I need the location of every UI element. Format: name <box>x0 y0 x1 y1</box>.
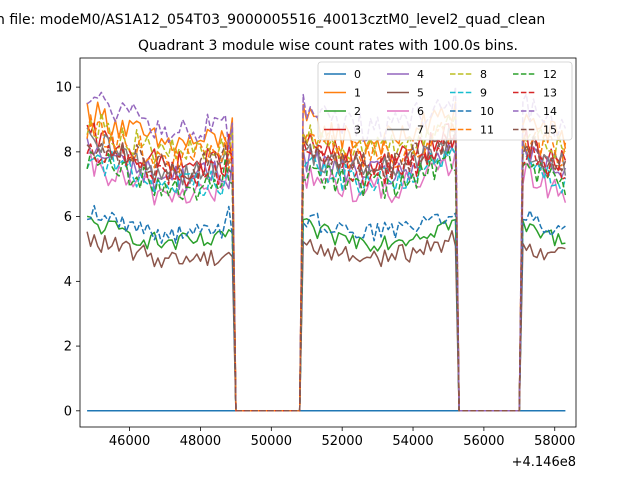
legend-entry-label: 8 <box>480 68 487 81</box>
x-tick-label: 52000 <box>321 434 362 449</box>
y-tick-label: 10 <box>55 81 72 96</box>
y-tick-label: 6 <box>64 210 72 225</box>
y-tick-label: 4 <box>64 275 72 290</box>
legend-entry-label: 5 <box>417 87 424 100</box>
y-tick-label: 2 <box>64 340 72 355</box>
legend-entry-label: 9 <box>480 87 487 100</box>
x-tick-label: 46000 <box>109 434 150 449</box>
legend-frame <box>317 61 573 141</box>
x-tick-label: 56000 <box>463 434 504 449</box>
legend-entry-label: 1 <box>354 87 361 100</box>
y-tick-label: 8 <box>64 145 72 160</box>
x-tick-label: 58000 <box>534 434 575 449</box>
legend-entry-label: 13 <box>543 87 557 100</box>
legend-entry-label: 15 <box>543 124 557 137</box>
x-tick-label: 48000 <box>180 434 221 449</box>
y-axis: 0 2 4 6 8 10 <box>55 81 80 419</box>
chart-title: Quadrant 3 module wise count rates with … <box>138 38 518 54</box>
plot-area: 46000 48000 50000 52000 54000 56000 58000 0246… <box>55 57 577 470</box>
legend-entry-label: 0 <box>354 68 361 81</box>
legend-entry-label: 14 <box>543 105 557 118</box>
legend-entry-label: 7 <box>417 124 424 137</box>
legend-entry-label: 6 <box>417 105 424 118</box>
figure-suptitle: n file: modeM0/AS1A12_054T03_9000005516_… <box>0 12 545 28</box>
legend-entry-label: 4 <box>417 68 424 81</box>
legend-entry-label: 11 <box>480 124 494 137</box>
series-line-15 <box>86 132 567 412</box>
legend-entry-label: 10 <box>480 105 494 118</box>
legend-entry-label: 3 <box>354 124 361 137</box>
x-offset-label: +4.146e8 <box>512 455 576 470</box>
legend-entry-label: 12 <box>543 68 557 81</box>
x-tick-label: 50000 <box>251 434 292 449</box>
y-tick-label: 0 <box>64 404 72 419</box>
x-axis: 46000 48000 50000 52000 54000 56000 58000 <box>109 427 575 449</box>
legend-entry-label: 2 <box>354 105 361 118</box>
x-tick-label: 54000 <box>392 434 433 449</box>
series-line-8 <box>86 112 566 412</box>
axes-frame <box>79 57 577 428</box>
series-line-11 <box>86 114 567 412</box>
